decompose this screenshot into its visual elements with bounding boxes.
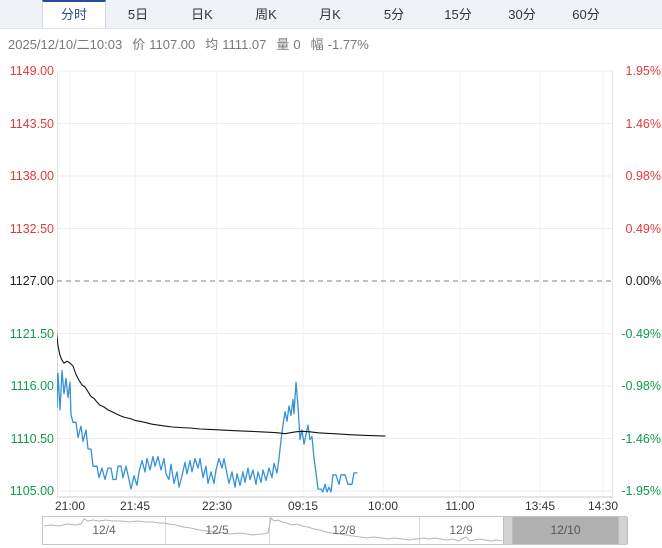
navigator-section-divider: [419, 517, 420, 544]
quote-datetime: 2025/12/10/二10:03: [8, 37, 123, 52]
quote-fields: 价 1107.00 均 1111.07 量 0 幅 -1.77%: [122, 37, 369, 52]
period-tab-1[interactable]: 分时: [42, 0, 106, 28]
quote-info-bar: 2025/12/10/二10:03 价 1107.00 均 1111.07 量 0 幅 -1.7…: [8, 34, 369, 52]
field-value: 1107.00: [149, 37, 196, 52]
quote-field-幅: 幅 -1.77%: [311, 37, 369, 52]
time-tick-label: 09:15: [287, 499, 319, 513]
field-label: 均: [205, 37, 219, 52]
price-tick-label: 1149.00: [9, 64, 54, 78]
price-tick-label: 1121.50: [9, 326, 54, 341]
time-tick-label: 13:45: [524, 499, 556, 513]
percent-tick-label: 0.49%: [625, 221, 661, 236]
price-tick-label: 1110.50: [10, 431, 54, 446]
period-tab-4[interactable]: 周K: [255, 7, 277, 22]
price-tick-label: 1105.00: [9, 484, 54, 498]
navigator-section-divider: [269, 517, 270, 544]
time-tick-label: 14:30: [587, 499, 619, 513]
navigator-date-12-9[interactable]: 12/9: [449, 523, 473, 537]
price-tick-label: 1116.00: [10, 379, 54, 393]
period-tab-7[interactable]: 15分: [444, 7, 472, 22]
field-label: 价: [132, 37, 146, 52]
navigator-date-12-8[interactable]: 12/8: [332, 523, 356, 537]
field-value: -1.77%: [327, 37, 369, 52]
navigator-date-12-5[interactable]: 12/5: [205, 523, 229, 537]
navigator-right-handle[interactable]: [618, 517, 628, 544]
navigator-sparkline: [43, 517, 503, 542]
navigator-date-12-4[interactable]: 12/4: [92, 523, 116, 537]
percent-tick-label: 0.98%: [625, 169, 661, 183]
time-tick-label: 21:45: [119, 499, 151, 513]
percent-tick-label: 1.95%: [625, 64, 661, 78]
period-tab-3[interactable]: 日K: [191, 7, 213, 22]
field-label: 量: [276, 37, 290, 52]
period-tab-9[interactable]: 60分: [572, 7, 600, 22]
percent-tick-label: 0.00%: [625, 274, 661, 288]
intraday-plot-area[interactable]: [57, 66, 614, 498]
price-tick-label: 1127.00: [9, 274, 54, 288]
time-tick-label: 11:00: [445, 499, 475, 513]
average-line: [57, 332, 386, 437]
field-label: 幅: [310, 37, 324, 52]
percent-tick-label: 1.46%: [625, 116, 661, 131]
price-line: [57, 351, 358, 493]
time-tick-label: 22:30: [201, 499, 233, 513]
quote-field-均: 均 1111.07: [205, 37, 266, 52]
price-tick-label: 1138.00: [9, 169, 54, 183]
percent-tick-label: -0.98%: [621, 379, 661, 393]
navigator-section-divider: [165, 517, 166, 544]
navigator-date-12-10[interactable]: 12/10: [550, 523, 581, 537]
period-tab-6[interactable]: 5分: [383, 7, 405, 22]
date-range-navigator[interactable]: 12/4 12/5 12/8 12/9 12/10: [42, 516, 628, 545]
chart-period-tabs: 分时 5日 日K 周K 月K 5分 15分 30分 60分: [0, 0, 662, 29]
field-value: 0: [293, 37, 301, 52]
time-tick-label: 21:00: [54, 499, 86, 513]
time-tick-label: 10:00: [367, 499, 399, 513]
percent-tick-label: -0.49%: [621, 326, 661, 341]
quote-field-价: 价 1107.00: [132, 37, 195, 52]
field-value: 1111.07: [222, 37, 267, 52]
price-tick-label: 1132.50: [9, 221, 54, 236]
percent-tick-label: -1.46%: [621, 431, 661, 446]
period-tab-2[interactable]: 5日: [127, 7, 149, 22]
period-tab-5[interactable]: 月K: [319, 7, 341, 22]
percent-tick-label: -1.95%: [621, 484, 661, 498]
price-tick-label: 1143.50: [9, 116, 54, 131]
period-tab-8[interactable]: 30分: [508, 7, 536, 22]
navigator-left-handle[interactable]: [503, 517, 513, 544]
navigator-selected-range[interactable]: [513, 517, 618, 544]
